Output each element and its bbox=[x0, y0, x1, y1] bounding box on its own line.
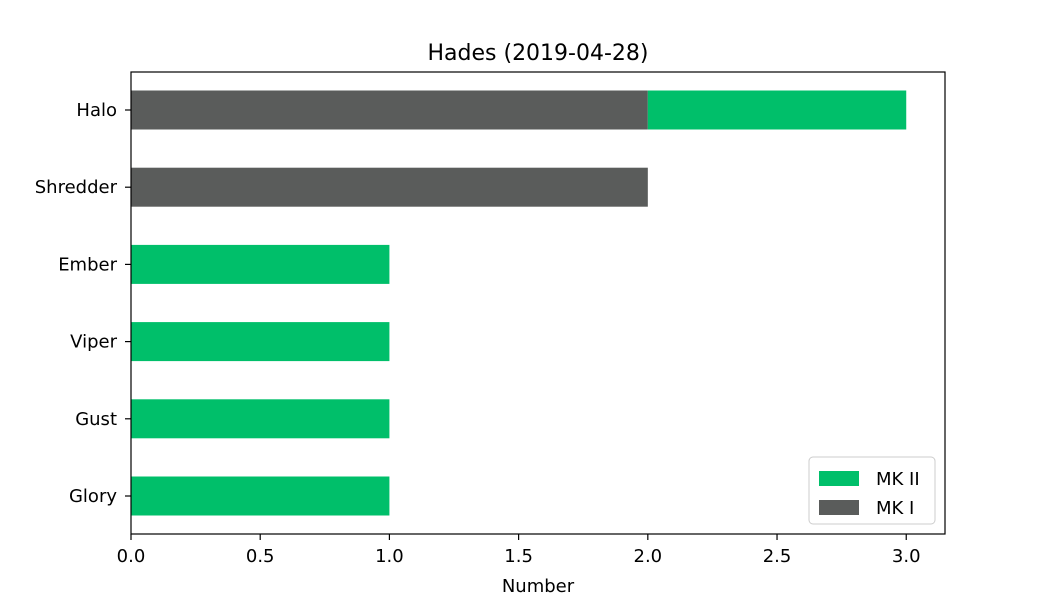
bars-group bbox=[131, 90, 907, 516]
x-tick-label: 3.0 bbox=[892, 546, 921, 567]
legend: MK II MK I bbox=[808, 456, 936, 525]
y-tick-label: Ember bbox=[58, 254, 117, 275]
x-axis-label: Number bbox=[502, 576, 575, 597]
bar-halo-mk-ii bbox=[647, 90, 907, 130]
bar-ember-mk-ii bbox=[131, 244, 390, 284]
legend-swatch-mk-ii bbox=[819, 471, 859, 486]
plot-frame bbox=[130, 71, 946, 535]
x-tick-label: 0.0 bbox=[117, 546, 146, 567]
x-axis: 0.0 0.5 1.0 1.5 2.0 2.5 3.0 bbox=[117, 534, 921, 567]
y-tick-label: Glory bbox=[69, 486, 117, 507]
legend-swatch-mk-i bbox=[819, 500, 859, 515]
legend-label: MK II bbox=[876, 469, 920, 490]
bar-halo-mk-i bbox=[131, 90, 648, 130]
y-tick-label: Halo bbox=[76, 100, 117, 121]
x-tick-label: 2.0 bbox=[634, 546, 663, 567]
y-axis: Glory Gust Viper Ember Shredder Halo bbox=[35, 100, 131, 507]
chart-title: Hades (2019-04-28) bbox=[428, 41, 649, 66]
bar-shredder-mk-i bbox=[131, 167, 648, 207]
bar-glory-mk-ii bbox=[131, 476, 390, 516]
bar-viper-mk-ii bbox=[131, 322, 390, 362]
legend-label: MK I bbox=[876, 498, 914, 519]
y-tick-label: Shredder bbox=[35, 177, 118, 198]
x-tick-label: 0.5 bbox=[246, 546, 275, 567]
bar-gust-mk-ii bbox=[131, 399, 390, 439]
x-tick-label: 2.5 bbox=[763, 546, 792, 567]
y-tick-label: Gust bbox=[75, 409, 117, 430]
x-tick-label: 1.0 bbox=[375, 546, 404, 567]
x-tick-label: 1.5 bbox=[504, 546, 533, 567]
y-tick-label: Viper bbox=[70, 332, 117, 353]
